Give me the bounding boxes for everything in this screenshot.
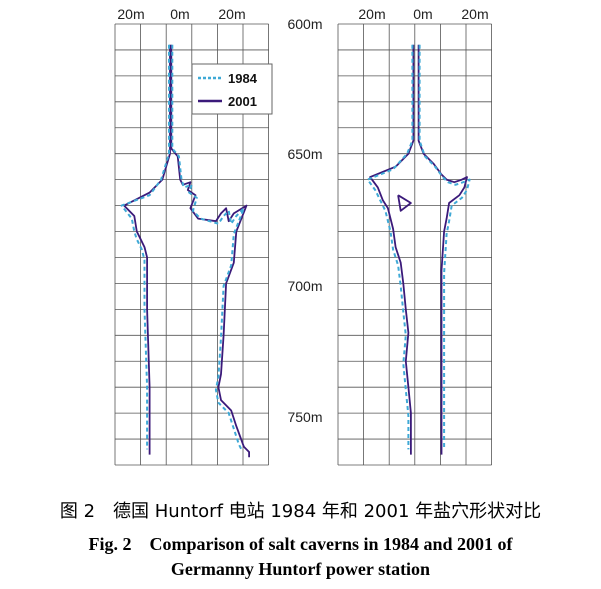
- left-series-1984-right-wall: [171, 44, 245, 450]
- legend-box: [191, 63, 273, 115]
- y-tick-650: 650m: [287, 146, 322, 162]
- y-tick-750: 750m: [287, 409, 322, 425]
- left-panel-lines: [120, 44, 251, 458]
- x-tick-right-1: 20m: [358, 6, 385, 22]
- left-series-1984-left-wall: [120, 44, 170, 450]
- cavern-comparison-chart: 20m 0m 20m 20m 0m 20m 600m 650m 700m 750…: [114, 6, 493, 466]
- figure-caption-english-line1: Fig. 2 Comparison of salt caverns in 198…: [88, 534, 513, 554]
- left-series-2001-right-wall: [170, 44, 251, 458]
- x-tick-right-3: 20m: [461, 6, 488, 22]
- left-series-2001-left-wall: [123, 44, 171, 455]
- right-panel-lines: [366, 44, 471, 455]
- x-tick-left-3: 20m: [218, 6, 245, 22]
- legend: 1984 2001: [191, 63, 273, 115]
- figure-caption-chinese: 图 2 德国 Huntorf 电站 1984 年和 2001 年盐穴形状对比: [59, 501, 542, 522]
- x-tick-right-2: 0m: [413, 6, 432, 22]
- legend-label-2001: 2001: [228, 94, 257, 109]
- x-tick-left-1: 20m: [117, 6, 144, 22]
- x-tick-left-2: 0m: [170, 6, 189, 22]
- right-panel-grid: [337, 23, 493, 466]
- right-series-2001-left-wall: [369, 44, 415, 455]
- y-tick-600: 600m: [287, 16, 322, 32]
- right-series-2001-right-wall: [417, 44, 468, 455]
- right-series-1984-left-wall: [366, 44, 414, 450]
- right-series-2001-inner-mark: [397, 194, 412, 212]
- right-series-1984-right-wall: [418, 44, 471, 450]
- y-tick-700: 700m: [287, 278, 322, 294]
- figure-caption-english-line2: Germanny Huntorf power station: [170, 559, 431, 579]
- legend-label-1984: 1984: [228, 71, 258, 86]
